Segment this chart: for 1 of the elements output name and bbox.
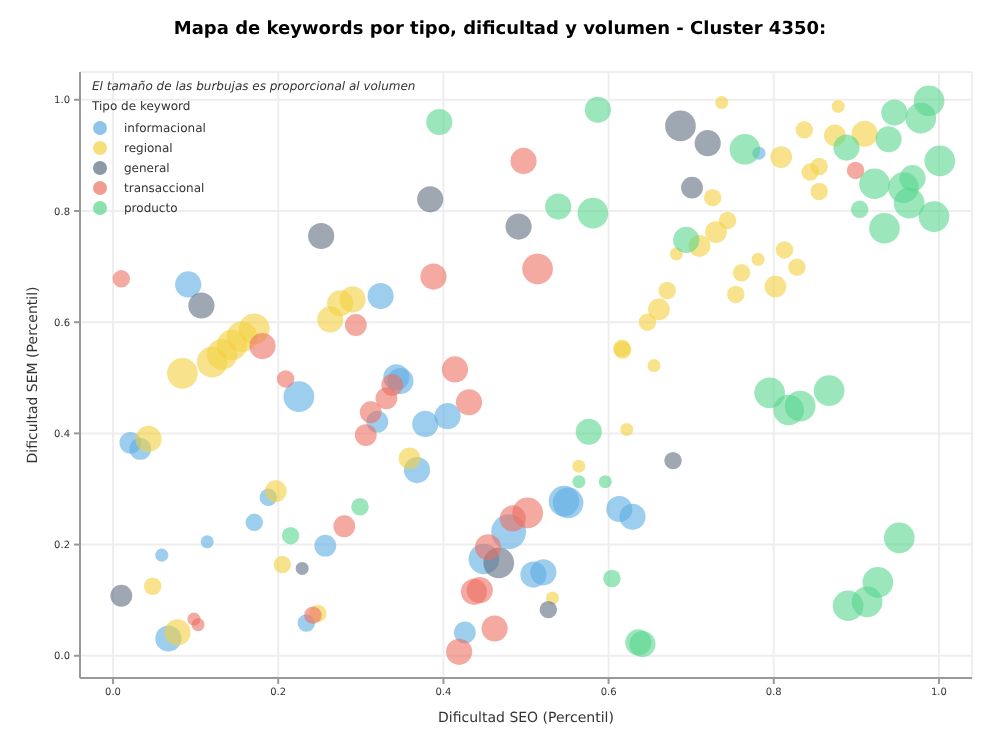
chart-title: Mapa de keywords por tipo, dificultad y volumen - Cluster 4350: bbox=[171, 18, 829, 44]
